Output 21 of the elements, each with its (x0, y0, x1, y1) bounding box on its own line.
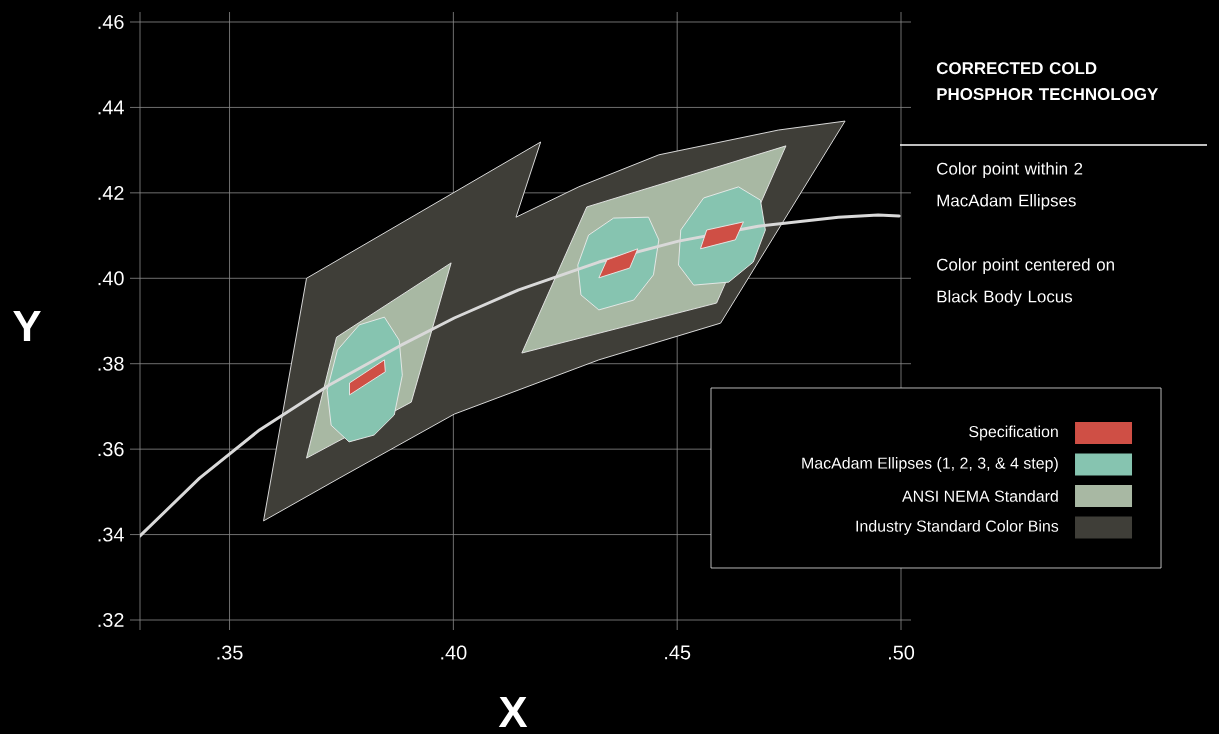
y-tick-label: .42 (98, 185, 124, 200)
y-tick-label: .34 (98, 527, 124, 542)
text: Color point within 2 MacAdam Ellipses (937, 162, 1083, 210)
x-tick-label: .45 (665, 645, 691, 660)
x-axis-title: X (498, 696, 528, 728)
x-tick-label: .40 (441, 645, 467, 660)
y-tick-label: .44 (98, 100, 124, 115)
text: CORRECTED COLD PHOSPHOR TECHNOLOGY (936, 62, 1159, 101)
y-axis-title: Y (13, 310, 41, 342)
y-tick-label: .32 (98, 612, 124, 628)
y-tick-label: .36 (98, 442, 124, 457)
legend-label: MacAdam Ellipses (1, 2, 3, & 4 step) (802, 457, 1058, 472)
y-tick-label: .38 (98, 356, 124, 371)
y-tick-label: .46 (98, 14, 124, 30)
legend-label: Specification (969, 425, 1058, 441)
x-tick-label: .50 (888, 645, 915, 660)
text: Color point centered on Black Body Locus (937, 258, 1114, 306)
legend-label: Industry Standard Color Bins (856, 520, 1059, 535)
legend-label: ANSI NEMA Standard (902, 490, 1058, 502)
y-tick-label: .40 (98, 271, 124, 286)
x-tick-label: .35 (217, 645, 243, 660)
